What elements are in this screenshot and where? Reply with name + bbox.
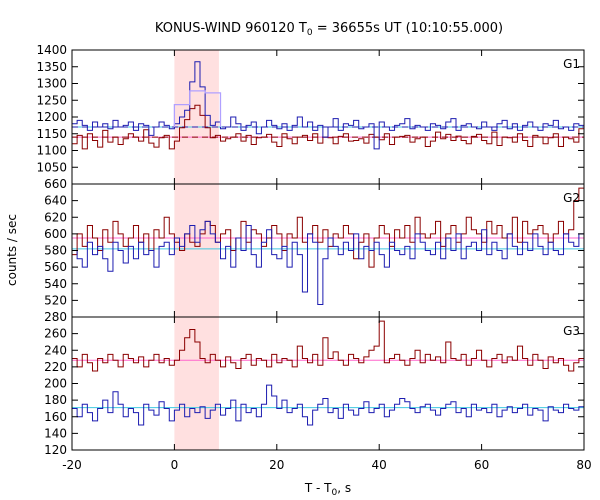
x-axis-label-sub: 0 — [332, 488, 338, 498]
y-axis-label: counts / sec — [5, 214, 19, 286]
x-tick-label: -20 — [62, 458, 82, 472]
series-b-line — [72, 384, 584, 426]
y-tick-label: 220 — [44, 360, 67, 374]
y-tick-label: 1150 — [36, 127, 67, 141]
panel-label: G2 — [563, 191, 580, 205]
y-tick-label: 1050 — [36, 160, 67, 174]
y-tick-label: 240 — [44, 343, 67, 357]
panel-label: G1 — [563, 57, 580, 71]
chart-title-suffix: = 36655s UT (10:10:55.000) — [313, 21, 503, 36]
panel-frame — [71, 316, 585, 451]
y-tick-label: 560 — [44, 260, 67, 274]
y-tick-label: 1350 — [36, 60, 67, 74]
series-b-line — [72, 61, 584, 150]
y-tick-label: 1100 — [36, 144, 67, 158]
y-tick-label: 520 — [44, 293, 67, 307]
panel-frame — [71, 49, 585, 185]
plot-layer: 10501100115012001250130013501400G1520540… — [36, 43, 591, 472]
x-tick-label: 20 — [269, 458, 284, 472]
panel-g2: 520 540 560 580 600 620 640 660 G2 — [44, 177, 585, 318]
y-tick-label: 1250 — [36, 93, 67, 107]
chart-title: KONUS-WIND 960120 T0 = 36655s UT (10:10:… — [155, 21, 503, 38]
y-tick-label: 180 — [44, 393, 67, 407]
y-tick-label: 200 — [44, 377, 67, 391]
x-axis-label: T - T0, s — [304, 481, 351, 498]
y-tick-label: 600 — [44, 227, 67, 241]
series-b-line — [72, 220, 584, 306]
y-tick-label: 1200 — [36, 110, 67, 124]
y-tick-label: 540 — [44, 277, 67, 291]
y-tick-label: 620 — [44, 210, 67, 224]
y-tick-label: 640 — [44, 194, 67, 208]
chart-title-prefix: KONUS-WIND 960120 T — [155, 21, 307, 36]
y-tick-label: 1400 — [36, 43, 67, 57]
x-tick-label: 40 — [372, 458, 387, 472]
panel-g1: 1050 1100 1150 1200 1250 1300 1350 1400 G1 — [36, 43, 585, 185]
panel-g3: 120 140 160 180 200 220 240 260 280 G3 — [44, 310, 585, 457]
x-tick-label: 0 — [171, 458, 179, 472]
series-a-line — [72, 320, 584, 372]
y-tick-label: 580 — [44, 244, 67, 258]
y-tick-label: 160 — [44, 410, 67, 424]
y-tick-label: 660 — [44, 177, 67, 191]
y-tick-label: 280 — [44, 310, 67, 324]
y-tick-label: 140 — [44, 426, 67, 440]
x-axis-label-suffix: , s — [337, 481, 351, 495]
x-tick-label: 80 — [576, 458, 591, 472]
x-axis-label-prefix: T - T — [304, 481, 332, 495]
panel-label: G3 — [563, 324, 580, 338]
chart-title-sub: 0 — [307, 28, 313, 38]
x-tick-label: 60 — [474, 458, 489, 472]
coarse-bin-line — [173, 90, 222, 128]
y-tick-label: 1300 — [36, 77, 67, 91]
y-tick-label: 260 — [44, 327, 67, 341]
y-tick-label: 120 — [44, 443, 67, 457]
